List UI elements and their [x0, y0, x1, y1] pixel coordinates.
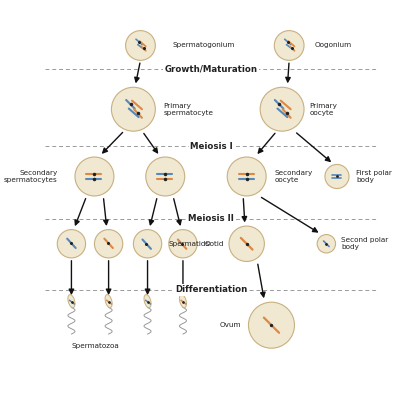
Circle shape	[260, 87, 304, 131]
Ellipse shape	[68, 294, 75, 308]
Text: Meiosis I: Meiosis I	[190, 142, 233, 151]
Text: Oogonium: Oogonium	[315, 42, 352, 49]
Ellipse shape	[179, 294, 187, 308]
Circle shape	[125, 31, 155, 60]
Text: Spermatozoa: Spermatozoa	[71, 344, 119, 350]
Circle shape	[229, 226, 264, 261]
Text: Ootid: Ootid	[204, 241, 224, 247]
Circle shape	[94, 229, 123, 258]
Circle shape	[75, 157, 114, 196]
Circle shape	[325, 164, 349, 188]
Text: Primary
spermatocyte: Primary spermatocyte	[164, 103, 214, 116]
Circle shape	[169, 229, 197, 258]
Text: Differentiation: Differentiation	[175, 285, 247, 294]
Text: Secondary
spermatocytes: Secondary spermatocytes	[4, 170, 57, 183]
Circle shape	[274, 31, 304, 60]
Text: Spermatogonium: Spermatogonium	[172, 42, 235, 49]
Text: Primary
oocyte: Primary oocyte	[310, 103, 337, 116]
Text: Growth/Maturation: Growth/Maturation	[165, 65, 258, 74]
Ellipse shape	[144, 294, 151, 308]
Circle shape	[249, 302, 295, 348]
Text: Secondary
oocyte: Secondary oocyte	[274, 170, 312, 183]
Circle shape	[227, 157, 266, 196]
Text: Ovum: Ovum	[220, 322, 241, 328]
Circle shape	[133, 229, 162, 258]
Circle shape	[146, 157, 185, 196]
Circle shape	[57, 229, 86, 258]
Circle shape	[317, 235, 335, 253]
Circle shape	[112, 87, 155, 131]
Ellipse shape	[105, 294, 112, 308]
Text: Meiosis II: Meiosis II	[188, 215, 234, 223]
Text: Spermatids: Spermatids	[169, 241, 210, 247]
Text: Second polar
body: Second polar body	[341, 237, 389, 250]
Text: First polar
body: First polar body	[357, 170, 392, 183]
